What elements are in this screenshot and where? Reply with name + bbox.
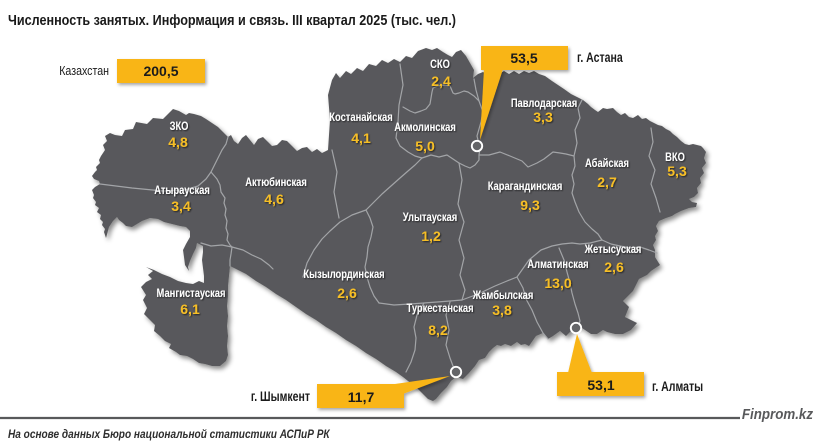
svg-text:5,3: 5,3 bbox=[667, 163, 687, 179]
svg-text:2,7: 2,7 bbox=[597, 174, 617, 190]
svg-text:Улытауская: Улытауская bbox=[403, 211, 457, 224]
svg-text:Мангистауская: Мангистауская bbox=[157, 287, 226, 300]
svg-text:г. Алматы: г. Алматы bbox=[652, 379, 703, 395]
svg-text:9,3: 9,3 bbox=[520, 197, 540, 213]
svg-text:Казахстан: Казахстан bbox=[59, 64, 109, 78]
svg-text:2,4: 2,4 bbox=[431, 73, 451, 89]
svg-text:Жамбылская: Жамбылская bbox=[472, 289, 534, 302]
svg-text:На основе данных Бюро национал: На основе данных Бюро национальной стати… bbox=[8, 428, 331, 441]
svg-text:200,5: 200,5 bbox=[143, 63, 178, 79]
svg-text:13,0: 13,0 bbox=[544, 275, 571, 291]
svg-text:ВКО: ВКО bbox=[665, 151, 685, 164]
svg-text:4,6: 4,6 bbox=[264, 191, 284, 207]
svg-text:1,2: 1,2 bbox=[421, 228, 441, 244]
svg-text:53,5: 53,5 bbox=[510, 50, 537, 66]
svg-text:Актюбинская: Актюбинская bbox=[245, 176, 307, 189]
svg-text:Алматинская: Алматинская bbox=[527, 258, 588, 271]
svg-text:Акмолинская: Акмолинская bbox=[394, 121, 456, 134]
svg-text:г. Шымкент: г. Шымкент bbox=[251, 389, 310, 405]
svg-text:Карагандинская: Карагандинская bbox=[488, 180, 563, 193]
svg-text:2,6: 2,6 bbox=[604, 259, 624, 275]
svg-text:ЗКО: ЗКО bbox=[170, 120, 189, 133]
svg-text:Костанайская: Костанайская bbox=[329, 111, 392, 124]
svg-text:Кызылординская: Кызылординская bbox=[303, 268, 384, 281]
svg-text:3,8: 3,8 bbox=[492, 302, 512, 318]
svg-text:Атырауская: Атырауская bbox=[154, 184, 210, 197]
svg-text:3,3: 3,3 bbox=[533, 109, 553, 125]
svg-text:г. Астана: г. Астана bbox=[577, 50, 623, 66]
svg-text:Finprom.kz: Finprom.kz bbox=[742, 405, 813, 422]
svg-text:СКО: СКО bbox=[430, 58, 450, 71]
svg-text:11,7: 11,7 bbox=[348, 389, 375, 405]
svg-text:8,2: 8,2 bbox=[428, 322, 448, 338]
svg-text:4,8: 4,8 bbox=[168, 134, 188, 150]
svg-text:5,0: 5,0 bbox=[415, 138, 435, 154]
svg-text:2,6: 2,6 bbox=[337, 285, 357, 301]
svg-text:Жетысуская: Жетысуская bbox=[584, 243, 642, 256]
svg-text:4,1: 4,1 bbox=[351, 130, 371, 146]
svg-text:6,1: 6,1 bbox=[180, 301, 200, 317]
svg-text:Павлодарская: Павлодарская bbox=[511, 97, 577, 110]
svg-text:Туркестанская: Туркестанская bbox=[406, 302, 473, 315]
svg-text:Численность занятых. Информаци: Численность занятых. Информация и связь.… bbox=[8, 12, 456, 29]
svg-text:53,1: 53,1 bbox=[587, 377, 614, 393]
svg-text:Абайская: Абайская bbox=[585, 157, 629, 170]
svg-text:3,4: 3,4 bbox=[171, 198, 191, 214]
